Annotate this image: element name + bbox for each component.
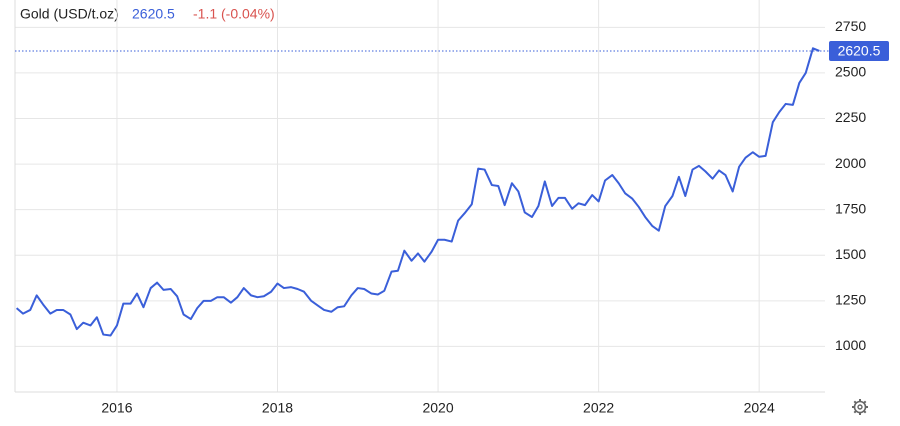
- x-tick-label: 2022: [583, 400, 614, 416]
- y-tick-label: 1750: [835, 200, 866, 216]
- settings-gear: [853, 400, 867, 414]
- x-tick-label: 2020: [422, 400, 453, 416]
- y-tick-label: 2500: [835, 64, 866, 80]
- y-tick-label: 1000: [835, 337, 866, 353]
- y-tick-label: 2000: [835, 155, 866, 171]
- header-price: 2620.5: [132, 6, 175, 22]
- x-tick-label: 2024: [744, 400, 775, 416]
- y-tick-label: 1250: [835, 292, 866, 308]
- price-line: [15, 47, 820, 337]
- last-price-box: [829, 40, 889, 61]
- y-tick-label: 1500: [835, 246, 866, 262]
- x-tick-label: 2016: [101, 400, 132, 416]
- chart-title: Gold (USD/t.oz): [20, 6, 119, 22]
- last-price-label: 2620.5: [838, 43, 881, 59]
- x-tick-label: 2018: [262, 400, 293, 416]
- y-tick-label: 2250: [835, 109, 866, 125]
- y-tick-label: 2750: [835, 18, 866, 34]
- settings-teeth: [852, 399, 868, 415]
- header-change: -1.1 (-0.04%): [193, 6, 275, 22]
- settings-hub: [857, 404, 863, 410]
- settings-icon[interactable]: [852, 399, 868, 415]
